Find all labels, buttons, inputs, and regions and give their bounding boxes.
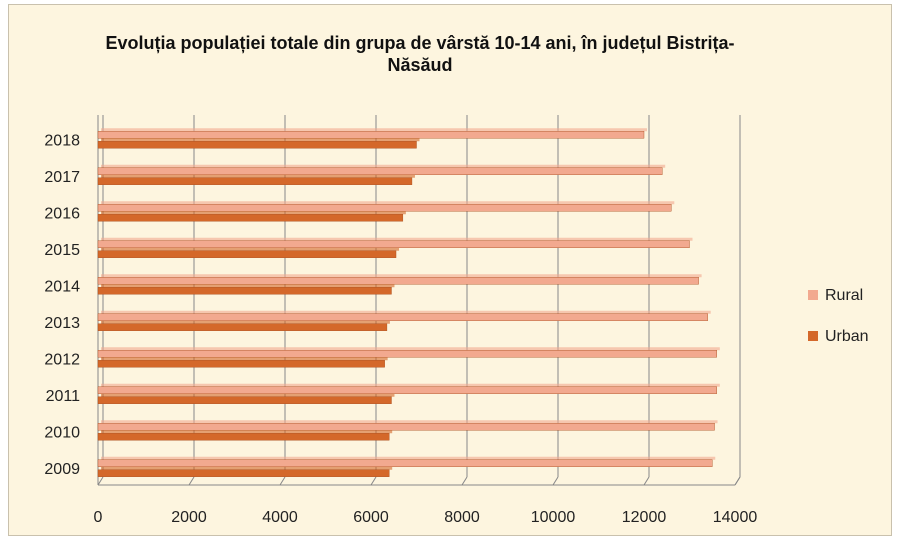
bar (97, 360, 385, 368)
y-tick-label: 2017 (44, 169, 80, 186)
bar (97, 141, 417, 149)
x-tick-label: 14000 (713, 509, 758, 526)
x-tick-label: 4000 (262, 509, 298, 526)
y-tick-label: 2018 (44, 132, 80, 149)
chart-title: Evoluția populației totale din grupa de … (105, 33, 735, 75)
x-tick-label: 10000 (531, 509, 576, 526)
tick-mark (97, 476, 104, 486)
bar-top (101, 274, 702, 278)
y-tick-label: 2011 (46, 388, 81, 405)
bar-top (101, 357, 388, 361)
bar (97, 423, 715, 431)
x-tick-label: 0 (94, 509, 103, 526)
legend-swatch (808, 290, 818, 300)
bar (97, 287, 392, 295)
tick-mark (734, 476, 741, 486)
y-tick-label: 2013 (44, 315, 80, 332)
bar (97, 469, 390, 477)
bar-top (101, 466, 393, 470)
bar (97, 177, 413, 185)
tick-mark (370, 476, 377, 486)
bar (97, 323, 388, 331)
bar-top (101, 456, 716, 460)
legend-swatch (808, 331, 818, 341)
bar (97, 396, 392, 404)
bar (97, 204, 672, 212)
bar (97, 167, 663, 175)
y-tick-label: 2015 (44, 242, 80, 259)
legend-label: Urban (825, 328, 869, 345)
bar-top (101, 284, 395, 288)
bar-top (101, 430, 393, 434)
bar-top (101, 310, 711, 314)
bar-top (101, 138, 420, 142)
bar (97, 250, 397, 258)
bar-top (101, 211, 406, 215)
bar (97, 277, 699, 285)
chart-frame (8, 4, 892, 536)
x-tick-label: 2000 (171, 509, 207, 526)
tick-mark (188, 476, 195, 486)
tick-mark (279, 476, 286, 486)
y-tick-label: 2010 (44, 424, 80, 441)
bar-top (101, 420, 718, 424)
bar-top (101, 237, 693, 241)
bar (97, 313, 708, 321)
y-tick-label: 2012 (44, 351, 80, 368)
bar-top (101, 393, 395, 397)
bar (97, 240, 690, 248)
legend-label: Rural (825, 287, 863, 304)
bar-top (101, 383, 720, 387)
x-tick-label: 6000 (353, 509, 389, 526)
bar (97, 350, 717, 358)
y-tick-label: 2014 (44, 278, 80, 295)
bar (97, 386, 717, 394)
x-tick-label: 12000 (622, 509, 667, 526)
bar-top (101, 164, 666, 168)
bar (97, 214, 404, 222)
bar (97, 131, 645, 139)
bar (97, 433, 390, 441)
x-tick-label: 8000 (444, 509, 480, 526)
bar-top (101, 174, 415, 178)
bar-top (101, 128, 647, 132)
bar-top (101, 347, 720, 351)
bar-top (101, 247, 400, 251)
bar-top (101, 201, 675, 205)
y-tick-label: 2009 (44, 461, 80, 478)
bar (97, 459, 713, 467)
tick-mark (461, 476, 468, 486)
tick-mark (643, 476, 650, 486)
tick-mark (552, 476, 559, 486)
bar-top (101, 320, 390, 324)
y-tick-label: 2016 (44, 205, 80, 222)
